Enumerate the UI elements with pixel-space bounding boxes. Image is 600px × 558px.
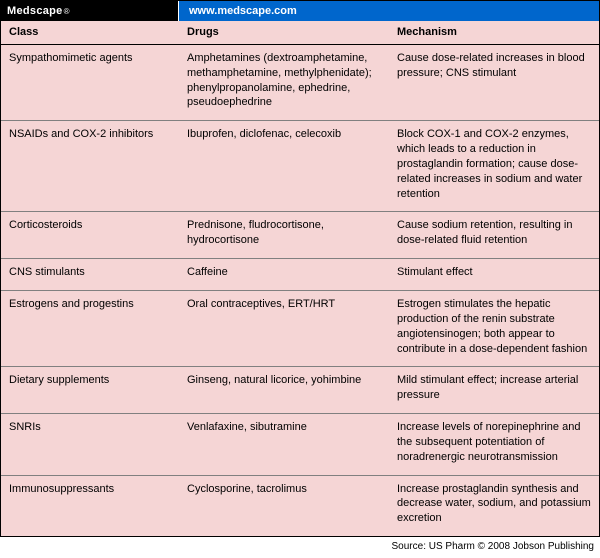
cell-drugs: Venlafaxine, sibutramine xyxy=(179,414,389,476)
table-row: Immunosuppressants Cyclosporine, tacroli… xyxy=(1,475,599,536)
registered-icon: ® xyxy=(64,7,70,16)
cell-class: NSAIDs and COX-2 inhibitors xyxy=(1,121,179,212)
cell-mechanism: Increase levels of norepinephrine and th… xyxy=(389,414,599,476)
cell-drugs: Ibuprofen, diclofenac, celecoxib xyxy=(179,121,389,212)
cell-class: SNRIs xyxy=(1,414,179,476)
cell-class: Immunosuppressants xyxy=(1,475,179,536)
table-row: NSAIDs and COX-2 inhibitors Ibuprofen, d… xyxy=(1,121,599,212)
table-row: SNRIs Venlafaxine, sibutramine Increase … xyxy=(1,414,599,476)
cell-mechanism: Block COX-1 and COX-2 enzymes, which lea… xyxy=(389,121,599,212)
cell-class: CNS stimulants xyxy=(1,259,179,291)
col-drugs: Drugs xyxy=(179,21,389,44)
table-body: Sympathomimetic agents Amphetamines (dex… xyxy=(1,44,599,536)
top-bar: Medscape® www.medscape.com xyxy=(1,1,599,21)
cell-class: Estrogens and progestins xyxy=(1,290,179,366)
cell-drugs: Oral contraceptives, ERT/HRT xyxy=(179,290,389,366)
cell-drugs: Amphetamines (dextroamphetamine, methamp… xyxy=(179,44,389,120)
cell-mechanism: Stimulant effect xyxy=(389,259,599,291)
cell-drugs: Cyclosporine, tacrolimus xyxy=(179,475,389,536)
content-frame: Medscape® www.medscape.com Class Drugs M… xyxy=(0,0,600,537)
site-url: www.medscape.com xyxy=(189,5,297,17)
cell-mechanism: Cause sodium retention, resulting in dos… xyxy=(389,212,599,259)
cell-mechanism: Mild stimulant effect; increase arterial… xyxy=(389,367,599,414)
cell-class: Dietary supplements xyxy=(1,367,179,414)
col-class: Class xyxy=(1,21,179,44)
cell-mechanism: Cause dose-related increases in blood pr… xyxy=(389,44,599,120)
url-cell: www.medscape.com xyxy=(179,1,599,21)
brand-cell: Medscape® xyxy=(1,1,179,21)
table-header-row: Class Drugs Mechanism xyxy=(1,21,599,44)
source-footer: Source: US Pharm © 2008 Jobson Publishin… xyxy=(0,537,600,558)
table-row: Dietary supplements Ginseng, natural lic… xyxy=(1,367,599,414)
table-row: Estrogens and progestins Oral contracept… xyxy=(1,290,599,366)
table-row: CNS stimulants Caffeine Stimulant effect xyxy=(1,259,599,291)
cell-drugs: Caffeine xyxy=(179,259,389,291)
cell-mechanism: Increase prostaglandin synthesis and dec… xyxy=(389,475,599,536)
table-row: Sympathomimetic agents Amphetamines (dex… xyxy=(1,44,599,120)
cell-drugs: Ginseng, natural licorice, yohimbine xyxy=(179,367,389,414)
cell-class: Corticosteroids xyxy=(1,212,179,259)
drug-table: Class Drugs Mechanism Sympathomimetic ag… xyxy=(1,21,599,536)
cell-class: Sympathomimetic agents xyxy=(1,44,179,120)
cell-drugs: Prednisone, fludrocortisone, hydrocortis… xyxy=(179,212,389,259)
cell-mechanism: Estrogen stimulates the hepatic producti… xyxy=(389,290,599,366)
brand-name: Medscape xyxy=(7,5,63,17)
col-mechanism: Mechanism xyxy=(389,21,599,44)
table-row: Corticosteroids Prednisone, fludrocortis… xyxy=(1,212,599,259)
